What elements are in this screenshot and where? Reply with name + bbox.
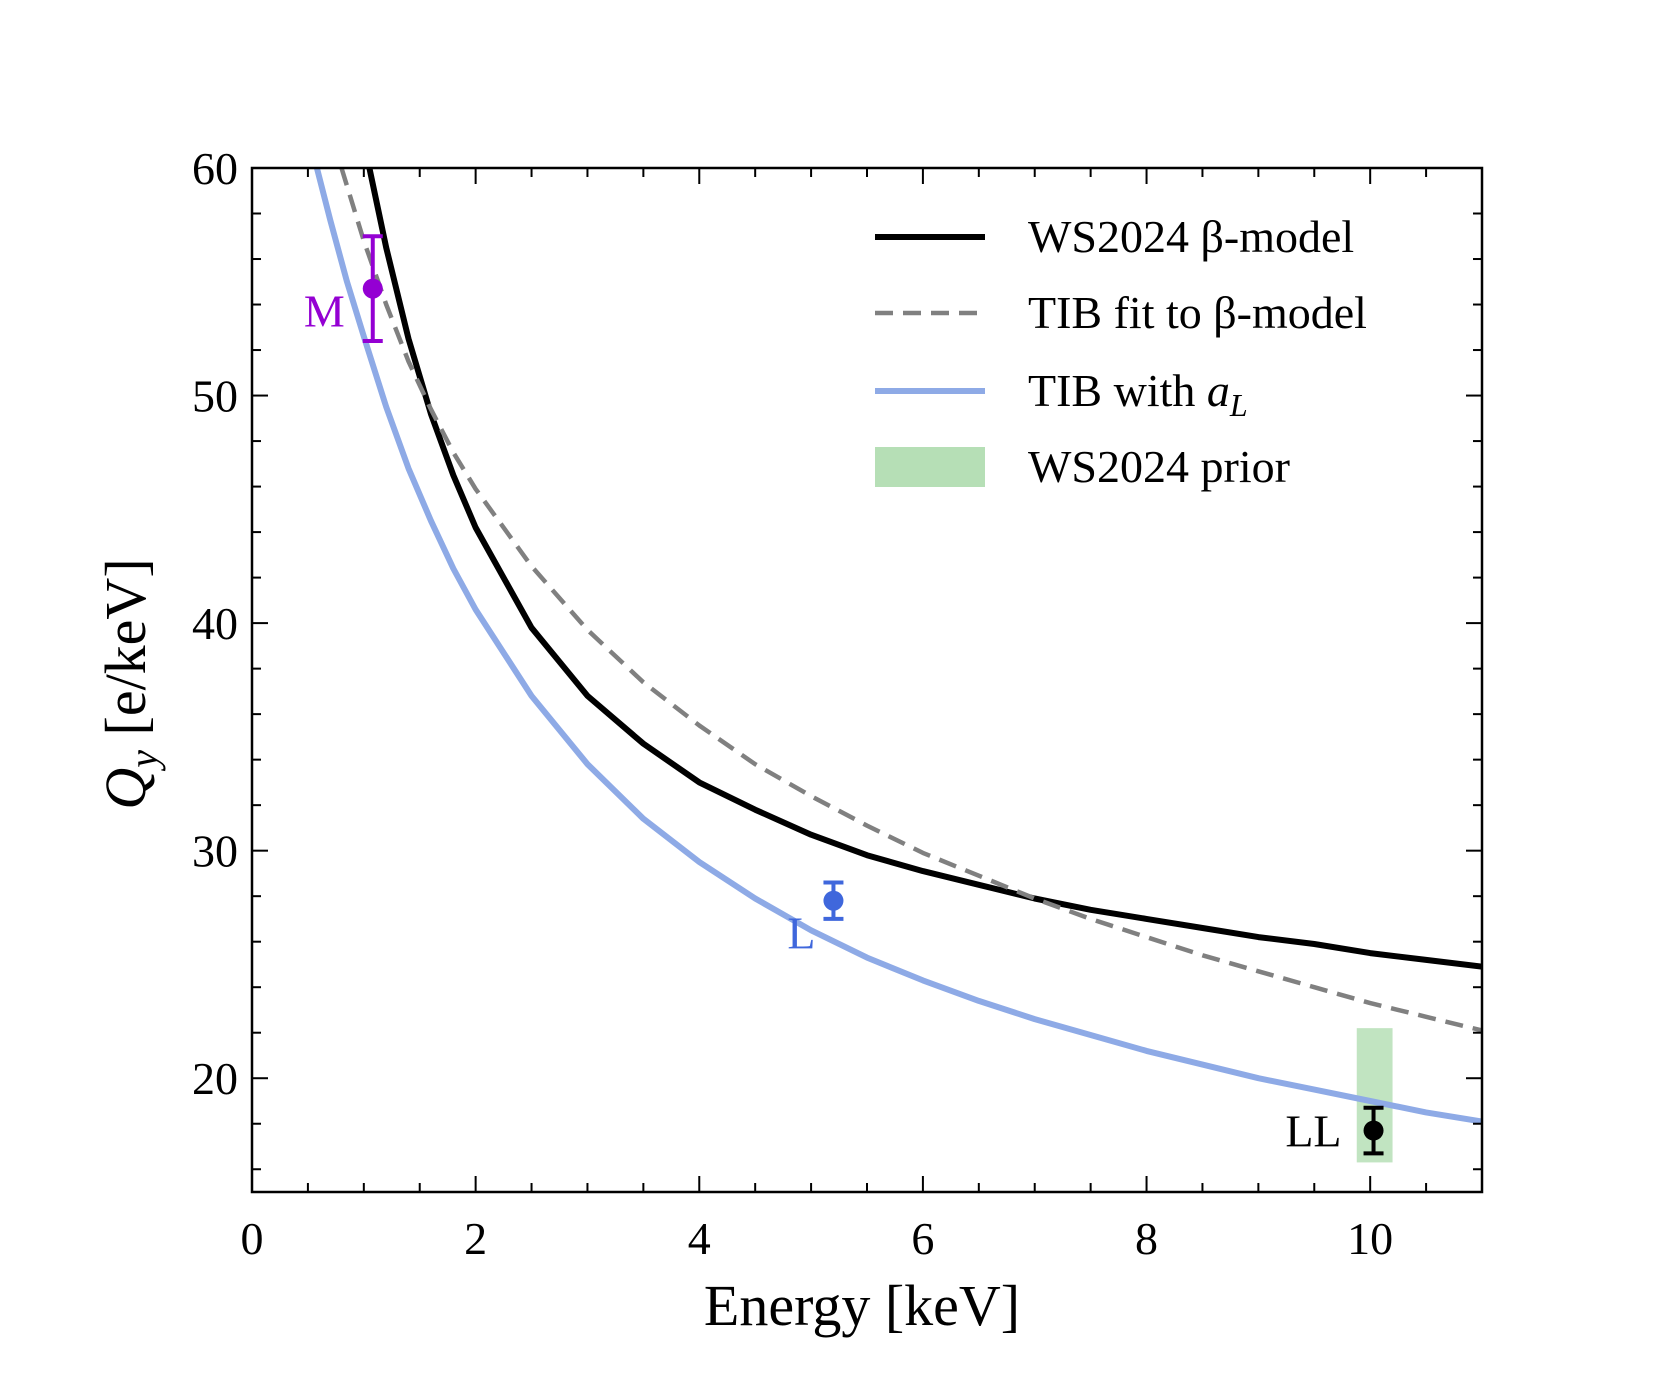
y-tick-label: 50 bbox=[192, 371, 238, 422]
data-point-label: L bbox=[787, 908, 815, 959]
series-tib-with-al bbox=[313, 168, 1482, 1125]
legend: WS2024 β-model TIB fit to β-model TIB wi… bbox=[875, 211, 1367, 492]
svg-text:Qy [e/keV]: Qy [e/keV] bbox=[93, 558, 166, 809]
y-axis-label: Qy [e/keV] bbox=[93, 558, 166, 809]
y-tick-label: 40 bbox=[192, 598, 238, 649]
x-tick-label: 0 bbox=[241, 1213, 264, 1264]
series-layer bbox=[313, 168, 1482, 1125]
plot-frame bbox=[250, 166, 1484, 1194]
x-tick-label: 4 bbox=[688, 1213, 711, 1264]
y-tick-label: 30 bbox=[192, 826, 238, 877]
x-tick-label: 2 bbox=[464, 1213, 487, 1264]
legend-label-prior: WS2024 prior bbox=[1028, 441, 1290, 492]
legend-label-tib-fit: TIB fit to β-model bbox=[1028, 287, 1367, 338]
data-point-m: M bbox=[304, 234, 383, 343]
x-axis-label: Energy [keV] bbox=[704, 1273, 1020, 1338]
data-point-marker bbox=[1363, 1120, 1384, 1141]
legend-label-tib-al: TIB with aL bbox=[1028, 365, 1248, 423]
data-point-ll: LL bbox=[1285, 1106, 1384, 1157]
data-point-marker bbox=[362, 278, 383, 299]
legend-label-ws2024: WS2024 β-model bbox=[1028, 211, 1354, 262]
y-axis-label-unit: [e/keV] bbox=[93, 558, 158, 750]
series-ws2024-beta-model bbox=[366, 168, 1482, 970]
x-tick-label: 8 bbox=[1135, 1213, 1158, 1264]
legend-swatch-prior bbox=[875, 447, 985, 487]
data-point-l: L bbox=[787, 880, 844, 959]
y-tick-label: 20 bbox=[192, 1053, 238, 1104]
data-point-label: LL bbox=[1285, 1106, 1341, 1157]
data-point-label: M bbox=[304, 286, 345, 337]
x-tick-label: 10 bbox=[1347, 1213, 1393, 1264]
x-tick-label: 6 bbox=[911, 1213, 934, 1264]
ticks-layer: 0 2 4 6 8 10 20 30 40 50 60 bbox=[192, 143, 1483, 1264]
y-tick-label: 60 bbox=[192, 143, 238, 194]
y-axis-label-symbol: Q bbox=[93, 768, 158, 810]
data-point-marker bbox=[823, 890, 844, 911]
series-tib-fit bbox=[339, 168, 1482, 1033]
y-axis-label-subscript: y bbox=[121, 750, 166, 772]
